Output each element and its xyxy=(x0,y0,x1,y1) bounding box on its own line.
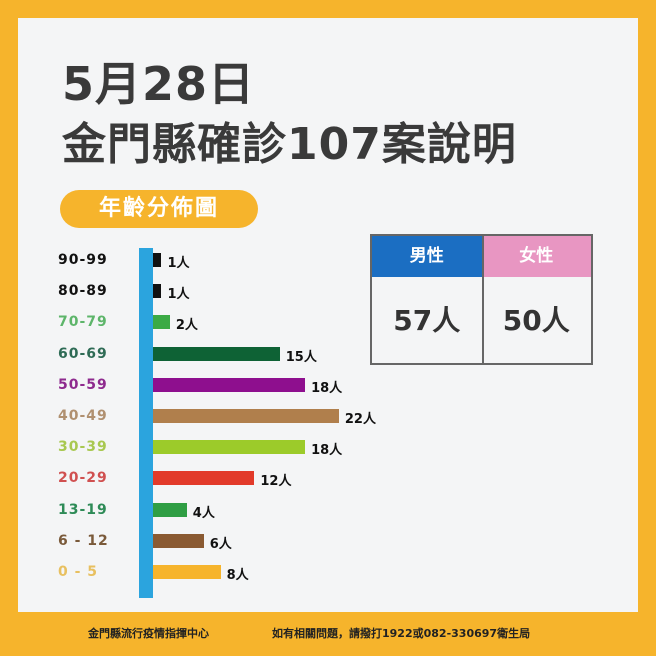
male-header: 男性 xyxy=(372,236,482,277)
tick-label: 40-49 xyxy=(58,408,108,424)
title-date: 5月28日 xyxy=(62,57,256,111)
bar xyxy=(153,284,162,299)
tick-label: 70-79 xyxy=(58,314,108,331)
section-label: 年齡分佈圖 xyxy=(60,190,258,228)
tick-label: 20-29 xyxy=(58,470,108,487)
tick-label: 6 - 12 xyxy=(58,532,109,549)
tick-label: 80-89 xyxy=(58,283,108,300)
data-label: 8人 xyxy=(226,568,249,583)
footer-org: 金門縣流行疫情指揮中心 xyxy=(88,627,209,640)
data-label: 4人 xyxy=(192,505,215,521)
bar xyxy=(153,502,187,517)
tick-label: 0 - 5 xyxy=(58,564,99,580)
chart-axis xyxy=(139,248,153,598)
data-label: 1人 xyxy=(167,256,190,271)
footer-contact: 如有相關問題，請撥打1922或082-330697衛生局 xyxy=(272,627,531,640)
data-label: 18人 xyxy=(311,380,343,396)
gender-table: 男性 女性 57人 50人 xyxy=(370,234,593,365)
bar xyxy=(153,533,204,548)
female-count: 50人 xyxy=(502,304,570,337)
data-label: 18人 xyxy=(311,443,343,459)
tick-label: 60-69 xyxy=(58,345,108,362)
bar xyxy=(153,253,162,267)
tick-label: 13-19 xyxy=(58,501,108,518)
bar xyxy=(153,315,170,330)
data-label: 15人 xyxy=(285,349,317,365)
bar xyxy=(153,377,306,392)
data-label: 2人 xyxy=(175,318,198,334)
tick-label: 50-59 xyxy=(58,376,108,393)
bar xyxy=(153,409,339,423)
female-header: 女性 xyxy=(481,236,591,277)
male-count: 57人 xyxy=(393,304,461,337)
bar xyxy=(153,440,306,455)
title-main: 金門縣確診107案說明 xyxy=(62,119,517,170)
data-label: 22人 xyxy=(344,412,376,427)
table-divider xyxy=(481,236,484,363)
tick-label: 30-39 xyxy=(58,439,108,456)
data-label: 6人 xyxy=(209,536,232,552)
data-label: 12人 xyxy=(260,474,292,490)
bar xyxy=(153,565,221,579)
bar xyxy=(153,346,280,361)
tick-label: 90-99 xyxy=(58,252,108,268)
bar xyxy=(153,471,255,486)
data-label: 1人 xyxy=(167,287,190,303)
